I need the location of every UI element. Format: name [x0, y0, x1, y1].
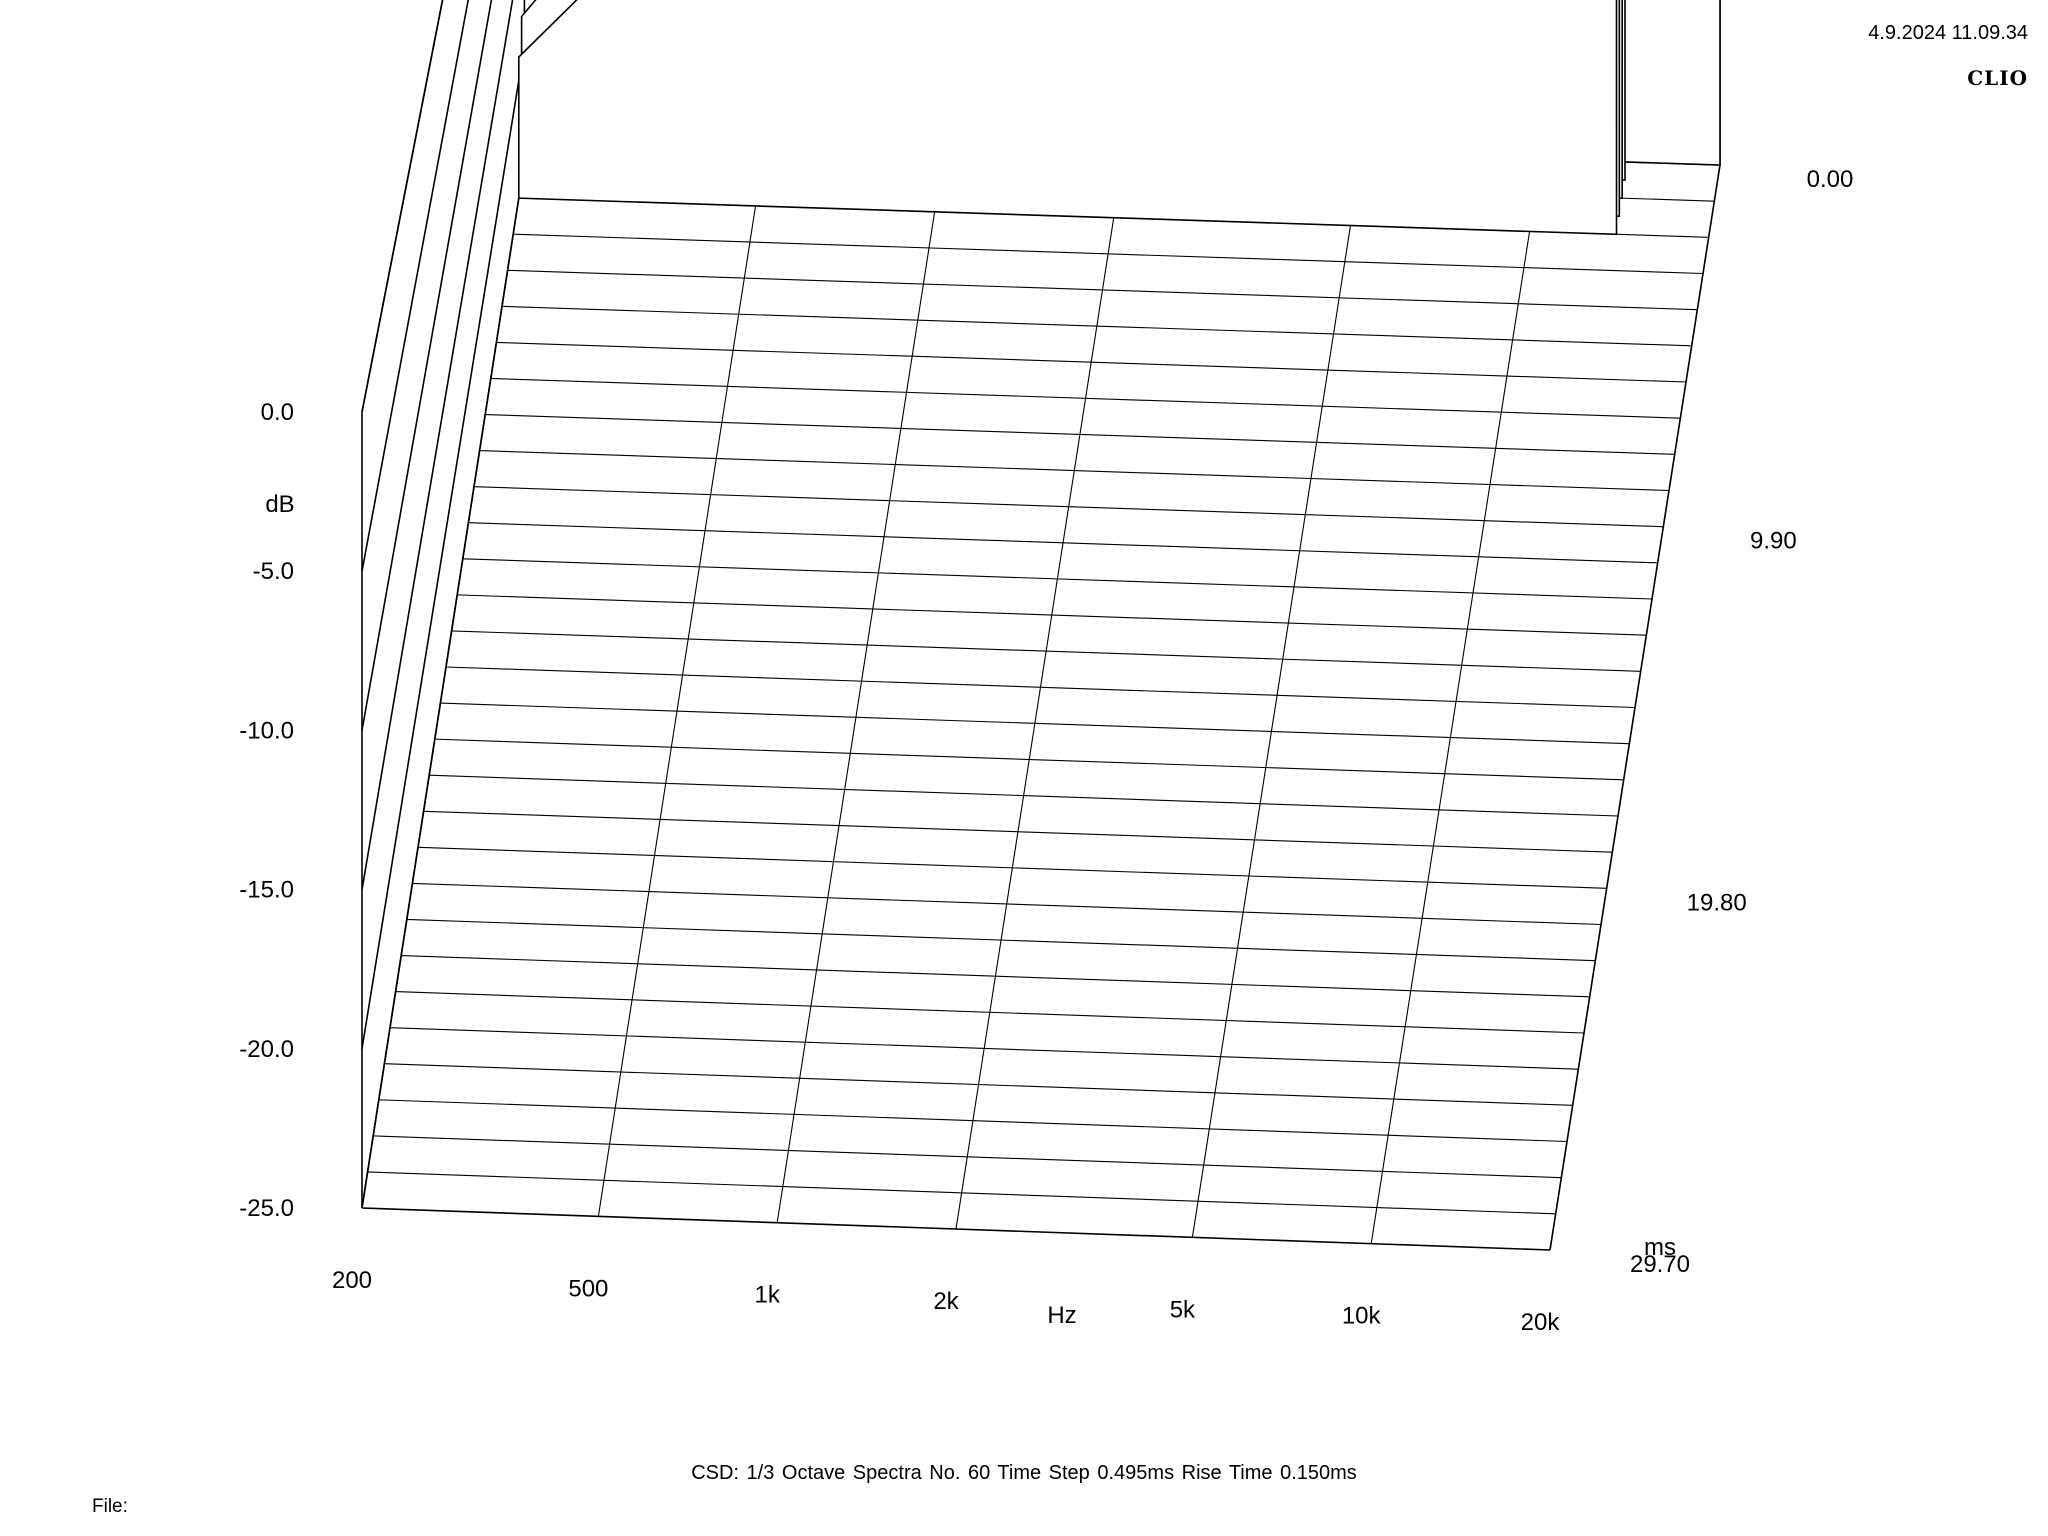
x-tick-label: 1k [755, 1282, 781, 1309]
spectrum-curve-4 [518, 0, 1618, 236]
freq-line [597, 133, 768, 1217]
y-tick-label: -10.0 [239, 717, 294, 744]
y-tick-label: 0.0 [261, 399, 294, 426]
z-axis-label: ms [1644, 1234, 1676, 1261]
z-tick-label: 29.70 [1630, 1251, 1690, 1278]
y-gridline-1 [361, 0, 470, 572]
freq-line [361, 125, 531, 1209]
freq-line [776, 139, 947, 1223]
y-tick-label: -5.0 [253, 558, 294, 585]
freq-line [1549, 164, 1721, 1251]
time-slice-lines [367, 125, 1721, 1215]
freq-line [955, 145, 1126, 1230]
freq-line [1191, 153, 1363, 1238]
y-gridline-2 [361, 0, 493, 731]
x-tick-label: 20k [1521, 1309, 1561, 1336]
x-tick-label: 2k [933, 1288, 959, 1315]
y-gridline-3 [361, 0, 514, 890]
freq-line [1370, 159, 1542, 1244]
measurement-settings: CSD: 1/3 Octave Spectra No. 60 Time Step… [691, 1462, 1357, 1484]
y-tick-label: -20.0 [239, 1036, 294, 1063]
x-tick-label: 200 [332, 1267, 372, 1294]
x-tick-label: 10k [1342, 1303, 1382, 1330]
y-tick-label: -25.0 [239, 1195, 294, 1222]
timestamp: 4.9.2024 11.09.34 [1868, 22, 2028, 44]
x-axis-label: Hz [1047, 1302, 1076, 1329]
y-gridline-0 [361, 0, 444, 413]
frequency-grid-lines [361, 125, 1721, 1251]
z-tick-label: 19.80 [1687, 889, 1747, 916]
file-label: File: [92, 1496, 128, 1517]
x-tick-label: 500 [568, 1275, 608, 1302]
spectra-curves [518, 0, 1721, 236]
y-tick-label: -15.0 [239, 877, 294, 904]
brand-logo: CLIO [1967, 66, 2028, 90]
y-gridline-4 [361, 11, 531, 1049]
y-axis-label: dB [265, 491, 294, 518]
frame-edge-8 [361, 0, 444, 413]
z-tick-label: 0.00 [1807, 166, 1854, 193]
x-tick-label: 5k [1170, 1296, 1196, 1323]
z-tick-label: 9.90 [1750, 528, 1797, 555]
axis-labels: dB Hz ms 0.0 -5.0 -10.0 -15.0 -20.0 -25.0 200 5… [239, 166, 1853, 1336]
